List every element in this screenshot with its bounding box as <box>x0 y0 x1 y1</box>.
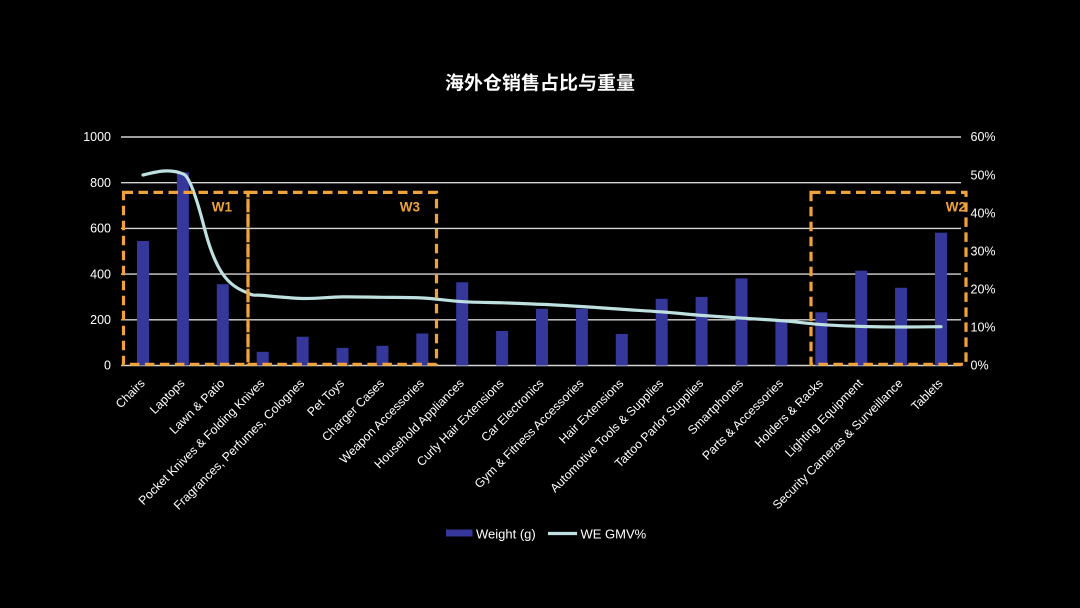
svg-text:W3: W3 <box>400 200 421 215</box>
svg-text:40%: 40% <box>971 206 996 220</box>
svg-text:Weight (g): Weight (g) <box>476 527 536 542</box>
svg-text:600: 600 <box>90 222 111 236</box>
svg-text:WE GMV%: WE GMV% <box>581 527 647 542</box>
svg-text:800: 800 <box>90 176 111 190</box>
svg-text:200: 200 <box>90 313 111 327</box>
svg-text:50%: 50% <box>971 168 996 182</box>
svg-text:0%: 0% <box>971 359 989 373</box>
svg-text:1000: 1000 <box>83 130 111 144</box>
svg-text:10%: 10% <box>971 321 996 335</box>
svg-text:30%: 30% <box>971 244 996 258</box>
svg-text:60%: 60% <box>971 130 996 144</box>
svg-text:0: 0 <box>104 359 111 373</box>
svg-text:20%: 20% <box>971 283 996 297</box>
svg-text:W1: W1 <box>212 200 233 215</box>
svg-text:W2: W2 <box>946 200 966 215</box>
svg-text:400: 400 <box>90 267 111 281</box>
